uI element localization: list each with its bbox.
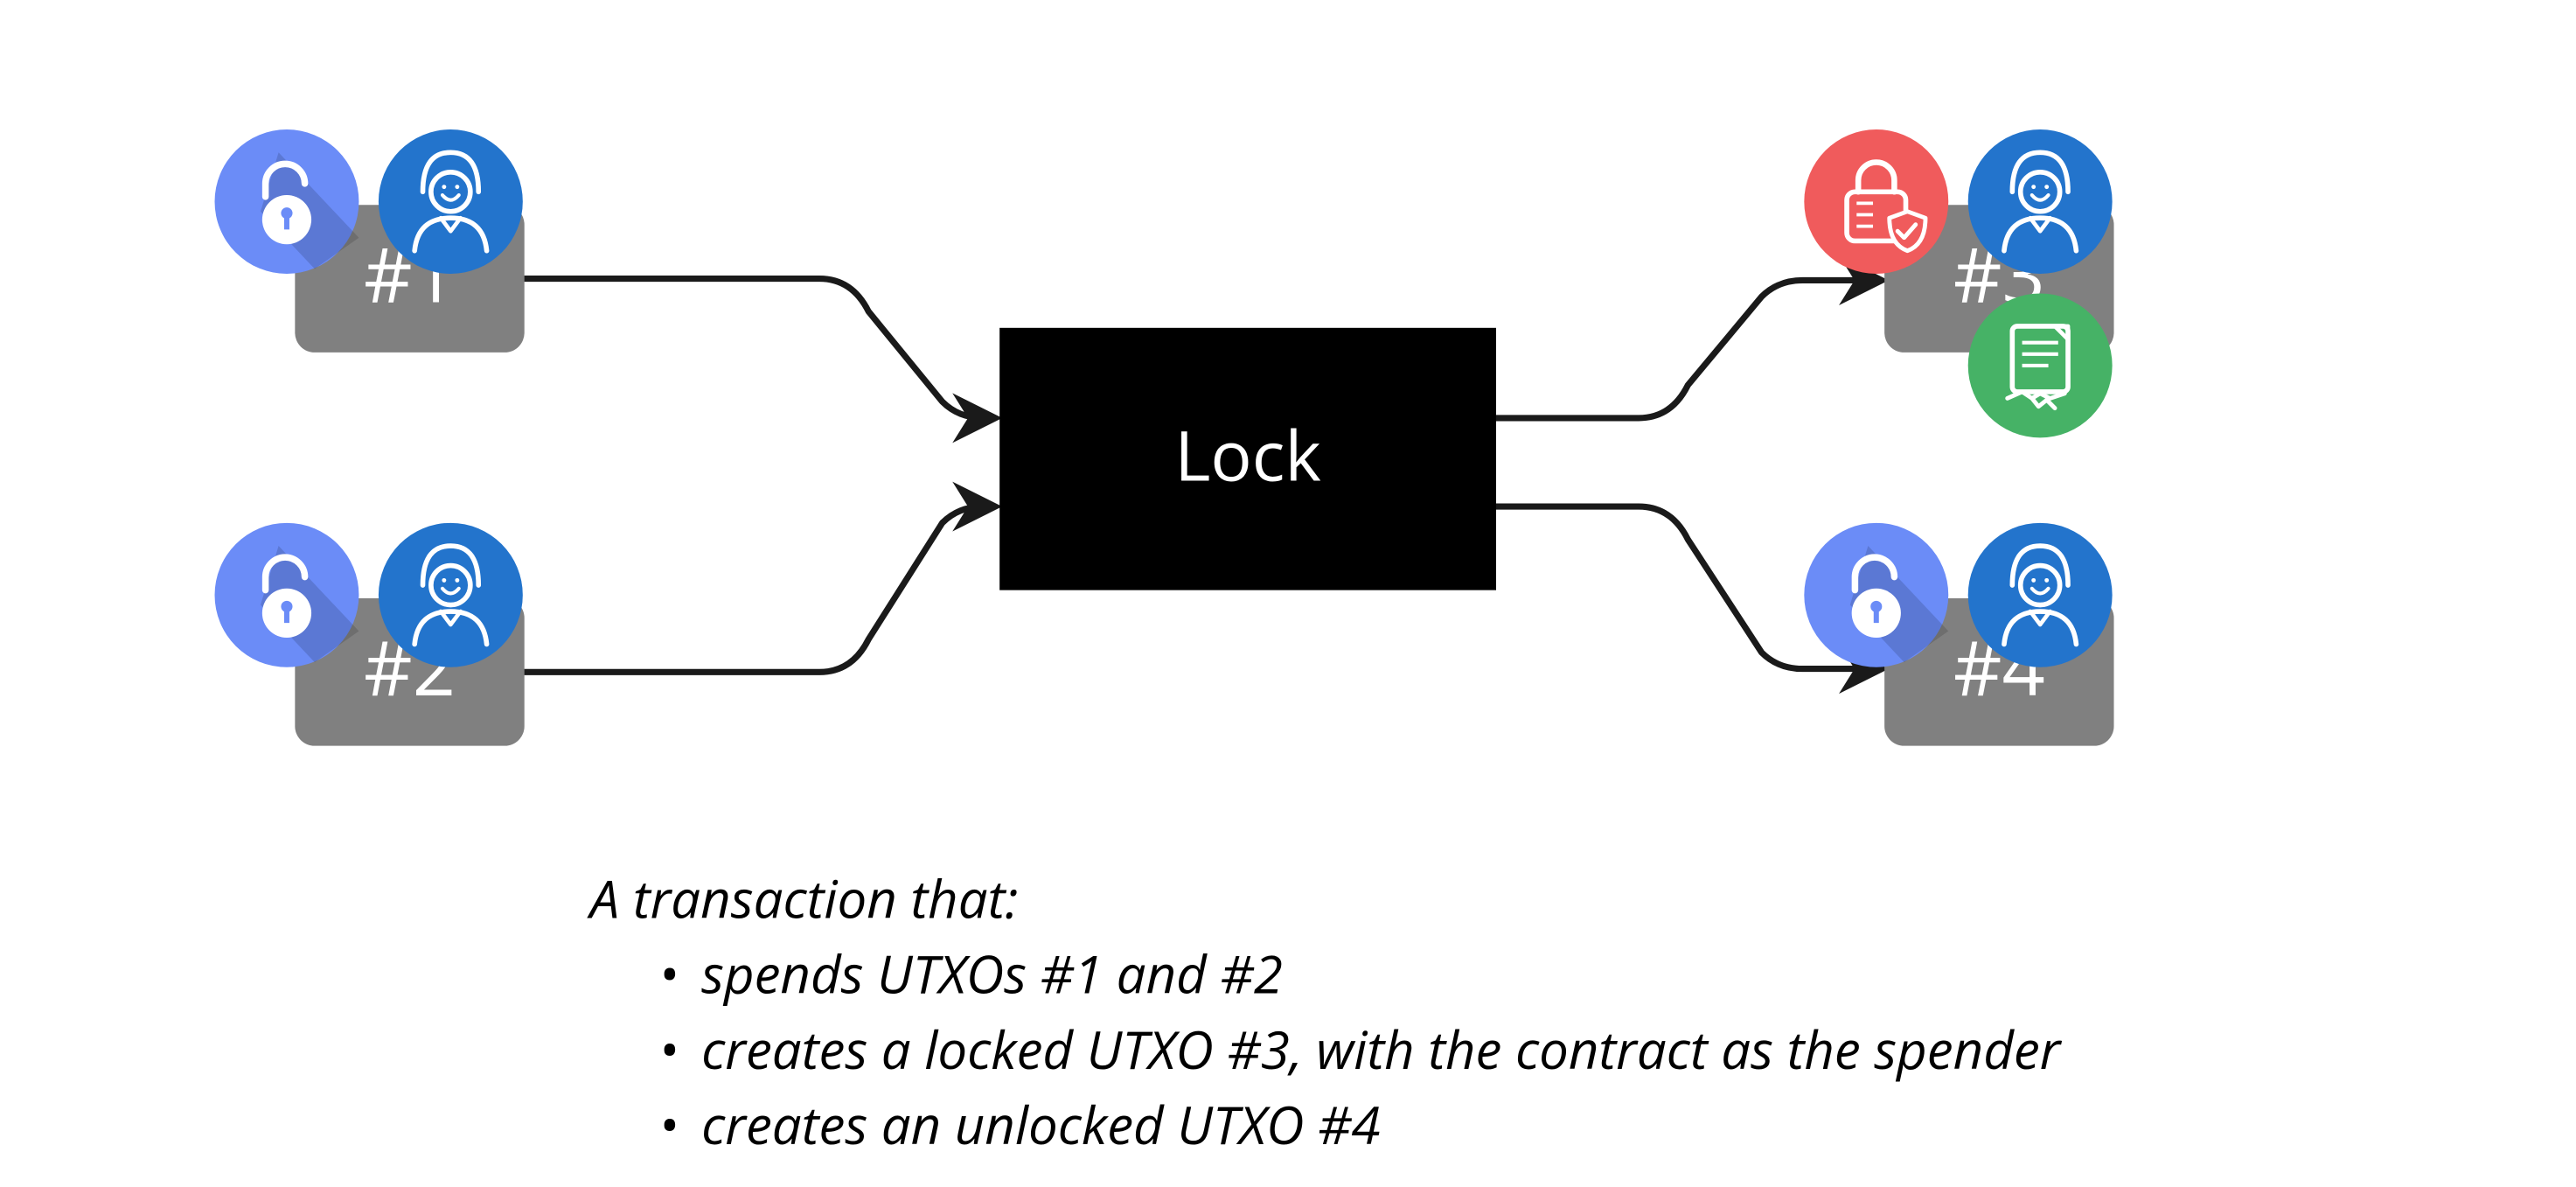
- edge-utxo-1-to-center: [525, 279, 990, 418]
- utxo-3-contract-icon: [1968, 293, 2113, 437]
- caption-bullet-1: •: [658, 938, 679, 1009]
- caption-title: A transaction that:: [587, 862, 1019, 933]
- utxo-1-unlock-icon: [215, 129, 359, 274]
- utxo-3-person-icon: [1968, 129, 2113, 274]
- utxo-4-unlock-icon: [1804, 523, 1948, 667]
- center-lock-box: Lock: [999, 328, 1496, 590]
- center-lock-label: Lock: [1174, 408, 1320, 502]
- diagram-canvas: #1#2#3#4Lock A transaction that:•spends …: [0, 0, 2576, 1187]
- utxo-3-secure-lock-icon: [1804, 129, 1948, 274]
- caption-item-3: creates an unlocked UTXO #4: [701, 1088, 1380, 1160]
- caption-item-1: spends UTXOs #1 and #2: [701, 938, 1283, 1009]
- utxo-4-person-icon: [1968, 523, 2113, 667]
- caption-bullet-2: •: [658, 1013, 679, 1085]
- caption-bullet-3: •: [658, 1088, 679, 1160]
- utxo-1-person-icon: [379, 129, 523, 274]
- utxo-2-unlock-icon: [215, 523, 359, 667]
- edge-utxo-2-to-center: [525, 506, 990, 672]
- caption-item-2: creates a locked UTXO #3, with the contr…: [701, 1013, 2063, 1085]
- edge-center-to-utxo-3: [1496, 280, 1876, 417]
- utxo-2-person-icon: [379, 523, 523, 667]
